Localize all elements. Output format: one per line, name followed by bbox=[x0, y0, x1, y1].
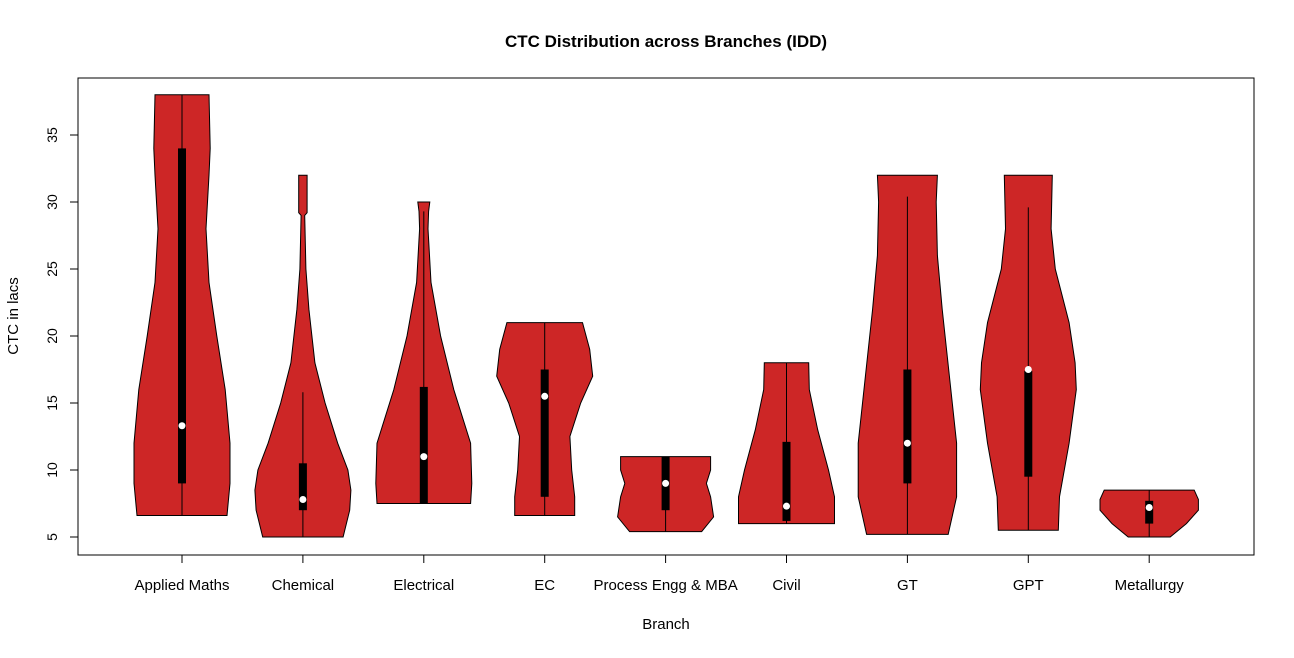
x-axis-label: Branch bbox=[642, 616, 690, 633]
y-axis: 5 10 15 20 25 30 35 bbox=[44, 127, 79, 541]
x-tick-label: Metallurgy bbox=[1115, 577, 1185, 594]
violin-ec bbox=[496, 322, 594, 517]
x-axis: Applied Maths Chemical Electrical EC Process… bbox=[134, 554, 1185, 594]
x-tick-label: Civil bbox=[772, 577, 800, 594]
violin-metallurgy bbox=[1099, 489, 1199, 538]
iqr-box bbox=[1145, 500, 1154, 524]
median-point bbox=[541, 392, 549, 400]
y-tick-label: 30 bbox=[44, 194, 60, 210]
x-tick-label: GPT bbox=[1013, 577, 1044, 594]
iqr-box bbox=[540, 369, 549, 497]
violin-electrical bbox=[375, 201, 473, 504]
x-tick-label: Chemical bbox=[272, 577, 335, 594]
median-point bbox=[903, 439, 911, 447]
median-point bbox=[178, 422, 186, 430]
x-tick-label: Electrical bbox=[393, 577, 454, 594]
violin-process-engg-mba bbox=[617, 456, 715, 533]
median-point bbox=[420, 453, 428, 461]
iqr-box bbox=[419, 386, 428, 504]
iqr-box bbox=[178, 148, 186, 484]
y-tick-label: 35 bbox=[44, 127, 60, 143]
x-tick-label: EC bbox=[534, 577, 555, 594]
violin-body bbox=[254, 174, 352, 538]
y-tick-label: 25 bbox=[44, 261, 60, 277]
violin-applied-maths bbox=[133, 94, 231, 517]
iqr-box bbox=[298, 463, 307, 511]
y-axis-label: CTC in lacs bbox=[5, 277, 22, 355]
y-tick-label: 20 bbox=[44, 328, 60, 344]
median-point bbox=[783, 502, 790, 510]
iqr-box bbox=[782, 441, 791, 521]
violin-gt bbox=[857, 174, 958, 535]
x-tick-label: Process Engg & MBA bbox=[593, 577, 737, 594]
y-tick-label: 15 bbox=[44, 395, 60, 411]
iqr-box bbox=[903, 369, 912, 484]
y-tick-label: 10 bbox=[44, 462, 60, 478]
chart-title: CTC Distribution across Branches (IDD) bbox=[505, 32, 827, 51]
x-tick-label: Applied Maths bbox=[134, 577, 229, 594]
iqr-box bbox=[1024, 370, 1033, 477]
median-point bbox=[1024, 366, 1032, 373]
violin-chemical bbox=[254, 174, 352, 538]
violin-civil bbox=[738, 362, 835, 525]
violins bbox=[133, 94, 1199, 538]
median-point bbox=[662, 479, 670, 487]
median-point bbox=[1145, 504, 1153, 512]
violin-gpt bbox=[979, 174, 1077, 531]
x-tick-label: GT bbox=[897, 577, 918, 594]
y-tick-label: 5 bbox=[44, 533, 60, 541]
median-point bbox=[299, 495, 307, 503]
